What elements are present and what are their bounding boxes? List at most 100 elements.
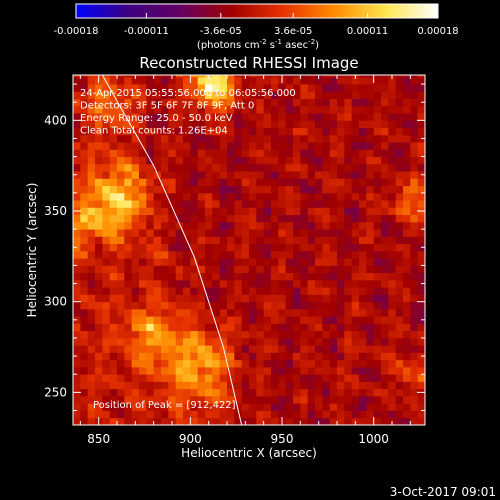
- heatmap-cell: [388, 410, 397, 419]
- heatmap-cell: [337, 330, 345, 339]
- heatmap-cell: [410, 236, 419, 245]
- heatmap-cell: [117, 149, 125, 157]
- heatmap-cell: [197, 76, 206, 85]
- heatmap-cell: [139, 178, 147, 187]
- heatmap-cell: [95, 366, 103, 375]
- heatmap-cell: [146, 171, 155, 179]
- heatmap-cell: [146, 352, 155, 361]
- heatmap-cell: [175, 127, 184, 136]
- heatmap-cell: [139, 84, 147, 92]
- heatmap-cell: [293, 410, 301, 419]
- heatmap-cell: [351, 337, 360, 346]
- heatmap-cell: [271, 142, 279, 150]
- heatmap-cell: [168, 207, 177, 216]
- heatmap-cell: [117, 323, 125, 332]
- heatmap-cell: [395, 84, 404, 92]
- heatmap-cell: [388, 76, 397, 85]
- heatmap-cell: [87, 171, 96, 179]
- heatmap-cell: [212, 272, 221, 281]
- heatmap-cell: [359, 236, 367, 245]
- heatmap-cell: [337, 142, 345, 150]
- heatmap-cell: [73, 185, 81, 194]
- heatmap-cell: [139, 214, 147, 223]
- heatmap-cell: [190, 236, 199, 245]
- heatmap-cell: [131, 258, 140, 266]
- heatmap-cell: [175, 316, 184, 324]
- heatmap-cell: [183, 207, 191, 216]
- heatmap-cell: [366, 200, 375, 208]
- heatmap-cell: [271, 98, 279, 107]
- heatmap-cell: [227, 381, 235, 390]
- heatmap-cell: [190, 381, 199, 390]
- heatmap-cell: [300, 163, 309, 172]
- heatmap-cell: [73, 417, 81, 425]
- heatmap-cell: [183, 316, 191, 324]
- heatmap-cell: [168, 388, 177, 397]
- heatmap-cell: [109, 214, 118, 223]
- heatmap-cell: [109, 294, 118, 303]
- heatmap-cell: [73, 163, 81, 172]
- heatmap-cell: [293, 258, 301, 266]
- heatmap-cell: [417, 403, 425, 411]
- heatmap-cell: [285, 388, 294, 397]
- heatmap-cell: [307, 142, 316, 150]
- heatmap-cell: [366, 388, 375, 397]
- heatmap-cell: [146, 287, 155, 295]
- heatmap-cell: [366, 410, 375, 419]
- heatmap-cell: [117, 142, 125, 150]
- heatmap-cell: [190, 207, 199, 216]
- heatmap-cell: [315, 98, 323, 107]
- heatmap-cell: [373, 76, 382, 85]
- heatmap-cell: [307, 287, 316, 295]
- heatmap-cell: [227, 352, 235, 361]
- heatmap-cell: [139, 243, 147, 252]
- heatmap-cell: [263, 258, 272, 266]
- heatmap-cell: [73, 113, 81, 121]
- heatmap-cell: [190, 345, 199, 353]
- heatmap-cell: [395, 395, 404, 404]
- heatmap-cell: [293, 250, 301, 259]
- x-tick-label: 900: [179, 432, 202, 446]
- heatmap-cell: [153, 250, 162, 259]
- heatmap-cell: [131, 221, 140, 230]
- heatmap-cell: [271, 345, 279, 353]
- heatmap-cell: [381, 221, 389, 230]
- heatmap-cell: [102, 345, 111, 353]
- heatmap-cell: [146, 308, 155, 317]
- heatmap-cell: [359, 250, 367, 259]
- heatmap-cell: [117, 337, 125, 346]
- heatmap-cell: [322, 221, 331, 230]
- heatmap-cell: [153, 243, 162, 252]
- heatmap-cell: [329, 258, 338, 266]
- heatmap-cell: [197, 214, 206, 223]
- heatmap-cell: [219, 374, 228, 382]
- heatmap-cell: [307, 330, 316, 339]
- heatmap-cell: [307, 127, 316, 136]
- heatmap-cell: [139, 294, 147, 303]
- heatmap-cell: [139, 221, 147, 230]
- heatmap-cell: [366, 374, 375, 382]
- heatmap-cell: [285, 221, 294, 230]
- heatmap-cell: [102, 221, 111, 230]
- heatmap-cell: [263, 330, 272, 339]
- colorbar-unit-label: (photons cm-2 s-1 asec-2): [197, 38, 319, 51]
- heatmap-cell: [124, 301, 133, 310]
- heatmap-cell: [175, 221, 184, 230]
- heatmap-cell: [278, 178, 287, 187]
- heatmap-cell: [351, 294, 360, 303]
- heatmap-cell: [388, 366, 397, 375]
- heatmap-cell: [366, 272, 375, 281]
- heatmap-cell: [410, 374, 419, 382]
- heatmap-cell: [175, 395, 184, 404]
- heatmap-cell: [373, 287, 382, 295]
- heatmap-cell: [256, 142, 265, 150]
- heatmap-cell: [161, 84, 169, 92]
- heatmap-cell: [307, 388, 316, 397]
- heatmap-cell: [95, 192, 103, 201]
- heatmap-cell: [234, 178, 243, 187]
- heatmap-cell: [249, 316, 257, 324]
- heatmap-cell: [388, 127, 397, 136]
- heatmap-cell: [344, 410, 353, 419]
- heatmap-cell: [146, 178, 155, 187]
- heatmap-cell: [359, 301, 367, 310]
